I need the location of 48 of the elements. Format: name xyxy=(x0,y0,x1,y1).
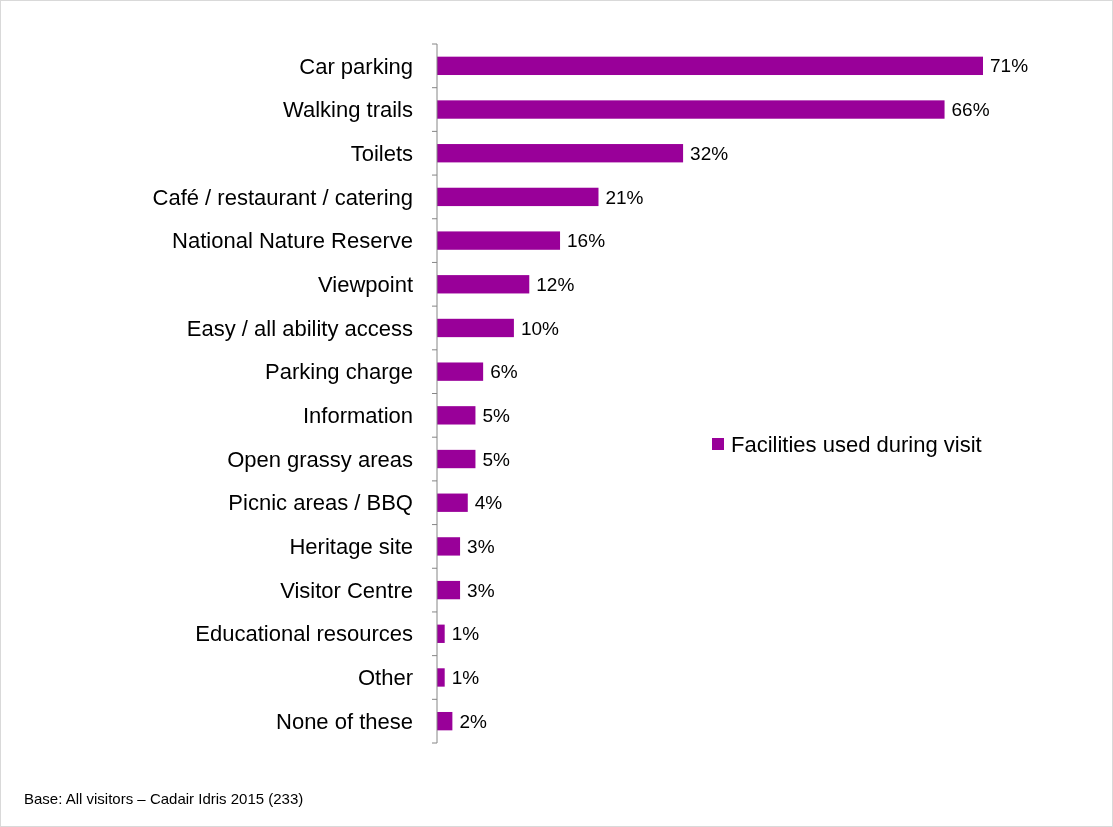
text: Base: All visitors – Cadair Idris 2015 (233) xyxy=(24,790,304,808)
bar xyxy=(437,187,599,207)
bar xyxy=(437,580,461,600)
data-label: 4% xyxy=(474,492,503,514)
bar xyxy=(437,231,561,250)
data-label: 2% xyxy=(459,710,487,732)
y-tick-label: Car parking xyxy=(299,53,413,79)
bar xyxy=(437,362,484,381)
data-label: 12% xyxy=(536,273,575,295)
data-label: 16% xyxy=(567,230,606,252)
y-tick-label: Educational resources xyxy=(195,621,413,647)
y-tick-label: Information xyxy=(302,403,413,429)
bar xyxy=(437,668,445,687)
data-label: 32% xyxy=(690,142,729,164)
data-label: 1% xyxy=(451,623,480,645)
y-tick-label: Café / restaurant / catering xyxy=(152,184,413,210)
data-label: 3% xyxy=(467,579,495,601)
y-tick-label: Easy / all ability access xyxy=(186,315,413,341)
bar xyxy=(437,537,461,556)
y-tick-label: Other xyxy=(357,665,413,691)
bar xyxy=(437,275,530,294)
bar xyxy=(437,100,945,119)
y-tick-label: National Nature Reserve xyxy=(172,228,413,254)
data-label: 3% xyxy=(467,536,495,558)
data-label: 5% xyxy=(482,404,511,426)
data-label: 71% xyxy=(990,55,1029,77)
y-tick-label: Walking trails xyxy=(283,97,413,123)
y-tick-label: Picnic areas / BBQ xyxy=(228,490,413,516)
bar xyxy=(437,318,514,338)
data-label: 21% xyxy=(605,186,644,208)
y-tick-label: Visitor Centre xyxy=(280,577,413,603)
bar xyxy=(437,56,983,76)
data-label: 1% xyxy=(451,667,480,689)
bar xyxy=(437,493,468,512)
legend-label: Facilities used during visit xyxy=(731,431,982,457)
y-tick-label: Open grassy areas xyxy=(227,446,413,472)
y-tick-label: Viewpoint xyxy=(318,271,413,297)
bar xyxy=(437,144,684,163)
data-label: 6% xyxy=(490,361,518,383)
data-label: 10% xyxy=(520,317,560,339)
y-tick-label: Parking charge xyxy=(265,359,413,385)
data-label: 5% xyxy=(482,448,511,470)
y-tick-label: None of these xyxy=(276,708,413,734)
y-tick-label: Toilets xyxy=(350,140,413,166)
bar xyxy=(437,406,476,425)
data-label: 66% xyxy=(951,99,990,121)
y-tick-label: Heritage site xyxy=(289,534,413,560)
bar xyxy=(437,449,476,469)
